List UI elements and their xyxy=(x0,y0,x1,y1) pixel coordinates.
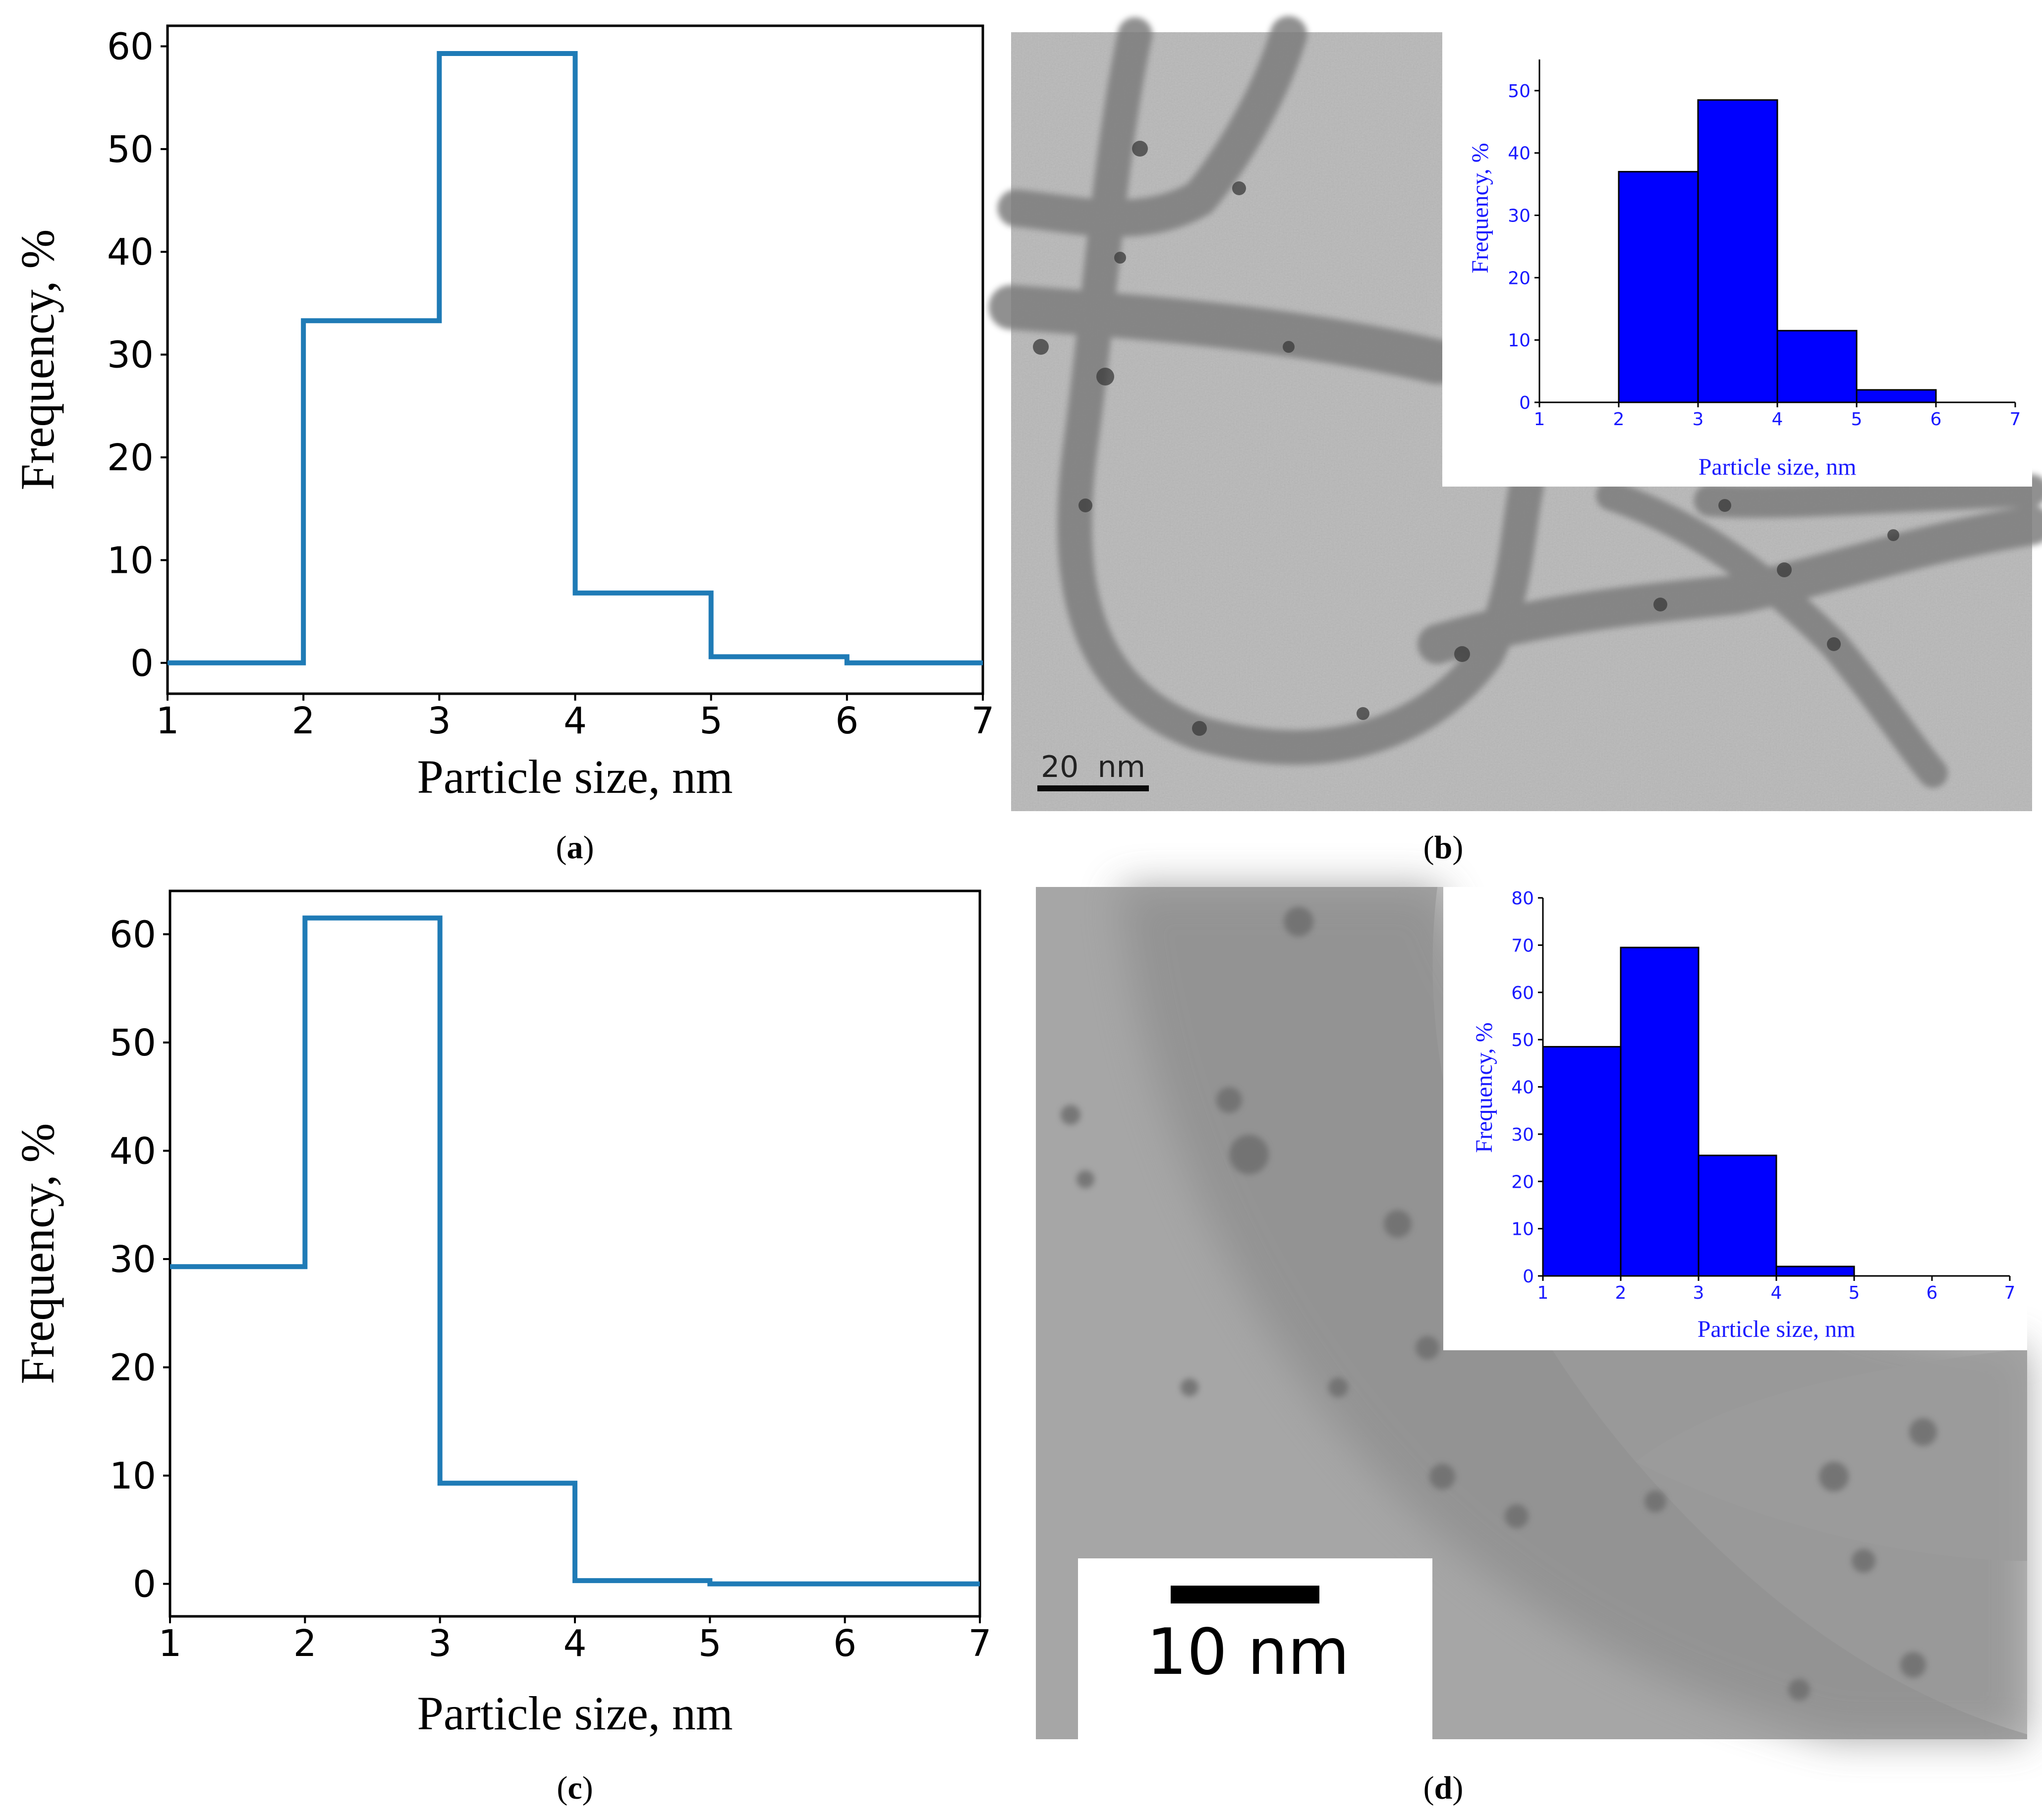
x-axis-label: Particle size, nm xyxy=(417,750,733,803)
x-tick-label: 4 xyxy=(1771,1283,1782,1303)
chart-a: 1 2 3 4 5 6 7 0 10 20 30 40 50 60 Particle size, nm Fre… xyxy=(11,24,995,803)
y-tick-label: 20 xyxy=(110,1346,156,1389)
x-tick-label: 6 xyxy=(835,700,858,742)
y-tick-label: 30 xyxy=(107,334,154,377)
x-tick-label: 5 xyxy=(698,1622,722,1665)
y-tick-label: 50 xyxy=(107,128,154,171)
x-axis-label: Particle size, nm xyxy=(417,1687,733,1740)
x-tick-label: 1 xyxy=(158,1622,181,1665)
y-tick-label: 20 xyxy=(1508,268,1531,288)
y-tick-label: 60 xyxy=(1511,983,1534,1003)
chart-b-inset: 1 2 3 4 5 6 7 0 10 20 30 40 50 Particle size, nm Frequ… xyxy=(1442,32,2032,487)
scale-bar-label-d: 10 nm xyxy=(1146,1615,1349,1689)
x-axis-label: Particle size, nm xyxy=(1698,1316,1856,1342)
frequency-step-line xyxy=(170,915,980,1587)
y-tick-label: 0 xyxy=(1523,1267,1534,1287)
y-tick-label: 10 xyxy=(107,539,154,582)
x-tick-label: 5 xyxy=(1849,1283,1860,1303)
y-tick-label: 50 xyxy=(110,1022,156,1064)
y-axis-label: Frequency, % xyxy=(1471,1022,1497,1153)
histogram-bar xyxy=(1620,946,1700,1277)
y-tick-label: 30 xyxy=(1508,206,1531,226)
histogram-bar xyxy=(1697,99,1778,403)
panel-label-a: (a) xyxy=(556,829,594,866)
histogram-bar xyxy=(1775,1266,1855,1277)
x-tick-label: 5 xyxy=(1851,409,1863,430)
x-tick-label: 2 xyxy=(292,700,315,742)
x-tick-label: 2 xyxy=(1613,409,1625,430)
x-tick-label: 6 xyxy=(1930,409,1942,430)
x-tick-label: 3 xyxy=(1693,1283,1704,1303)
histogram-bar xyxy=(1856,389,1937,403)
histogram-bar xyxy=(1776,330,1858,403)
x-axis-label: Particle size, nm xyxy=(1699,454,1857,480)
y-tick-label: 60 xyxy=(107,25,154,68)
y-tick-label: 0 xyxy=(133,1563,156,1605)
y-tick-label: 10 xyxy=(1511,1219,1534,1240)
x-tick-label: 7 xyxy=(2004,1283,2016,1303)
y-axis-label: Frequency, % xyxy=(11,1123,64,1384)
y-tick-label: 10 xyxy=(110,1455,156,1497)
x-tick-label: 7 xyxy=(968,1622,991,1665)
y-tick-label: 60 xyxy=(110,913,156,956)
histogram-bar xyxy=(1698,1155,1777,1277)
y-tick-label: 40 xyxy=(110,1130,156,1172)
x-tick-label: 1 xyxy=(1534,409,1545,430)
y-tick-label: 80 xyxy=(1511,888,1534,909)
scale-bar-d xyxy=(1171,1586,1319,1603)
x-tick-label: 6 xyxy=(833,1622,856,1665)
y-tick-label: 0 xyxy=(1519,393,1531,413)
y-tick-label: 20 xyxy=(107,437,154,479)
x-tick-label: 6 xyxy=(1927,1283,1938,1303)
y-tick-label: 70 xyxy=(1511,936,1534,956)
y-tick-label: 40 xyxy=(1511,1078,1534,1098)
y-axis-label: Frequency, % xyxy=(1467,143,1493,273)
x-tick-label: 3 xyxy=(428,1622,452,1665)
panel-label-b: (b) xyxy=(1423,829,1464,866)
y-tick-label: 30 xyxy=(110,1238,156,1281)
y-tick-label: 20 xyxy=(1511,1172,1534,1192)
y-tick-label: 40 xyxy=(107,231,154,274)
x-tick-label: 4 xyxy=(564,700,587,742)
y-tick-label: 40 xyxy=(1508,144,1531,164)
y-tick-label: 50 xyxy=(1511,1030,1534,1050)
x-tick-label: 7 xyxy=(971,700,994,742)
panel-label-c: (c) xyxy=(557,1770,593,1806)
y-tick-label: 0 xyxy=(130,642,154,685)
scale-bar-label-b: 20 nm xyxy=(1041,750,1145,784)
panel-label-d: (d) xyxy=(1423,1770,1464,1806)
x-tick-label: 2 xyxy=(1615,1283,1627,1303)
histogram-bar xyxy=(1618,170,1699,403)
x-tick-label: 3 xyxy=(1693,409,1704,430)
x-tick-label: 1 xyxy=(156,700,179,742)
x-tick-label: 4 xyxy=(563,1622,586,1665)
scale-bar-b xyxy=(1037,785,1149,791)
x-tick-label: 5 xyxy=(699,700,723,742)
x-tick-label: 4 xyxy=(1772,409,1783,430)
x-tick-label: 7 xyxy=(2010,409,2021,430)
x-tick-label: 1 xyxy=(1537,1283,1549,1303)
frequency-step-line xyxy=(168,51,983,665)
chart-c: 1 2 3 4 5 6 7 0 10 20 30 40 50 60 Particle size, nm Fre… xyxy=(11,889,992,1740)
x-tick-label: 3 xyxy=(428,700,451,742)
y-tick-label: 10 xyxy=(1508,331,1531,351)
y-tick-label: 30 xyxy=(1511,1125,1534,1145)
y-axis-label: Frequency, % xyxy=(11,229,64,491)
y-tick-label: 50 xyxy=(1508,81,1531,102)
histogram-bar xyxy=(1542,1046,1622,1277)
x-tick-label: 2 xyxy=(293,1622,317,1665)
